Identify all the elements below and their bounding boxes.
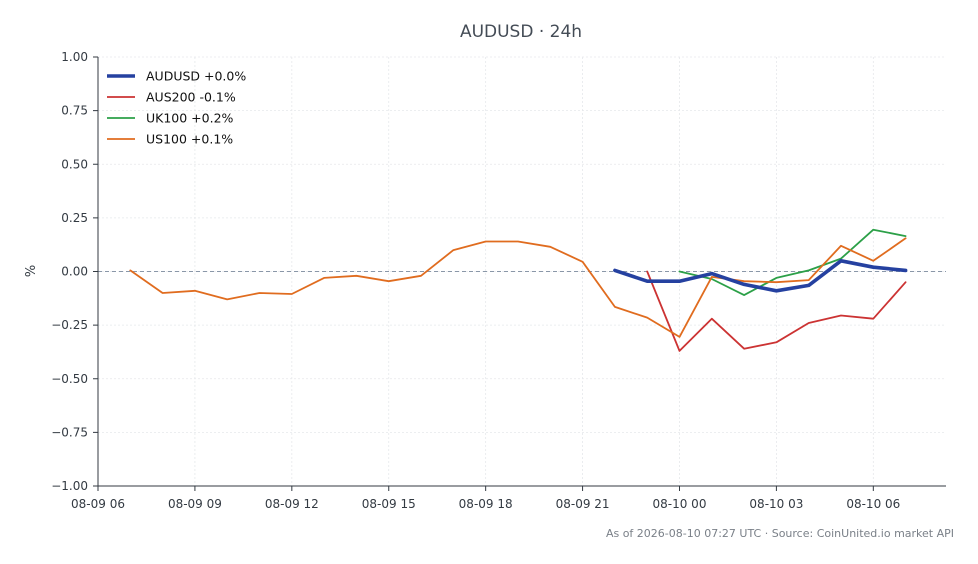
- series-line-1: [646, 270, 907, 352]
- x-tick-label-6: 08-10 00: [653, 497, 707, 511]
- footer-source-note: As of 2026-08-10 07:27 UTC · Source: Coi…: [606, 527, 954, 540]
- y-tick-label-4: 0.00: [61, 265, 88, 279]
- series-line-0: [613, 258, 908, 293]
- legend-label-0: AUDUSD +0.0%: [146, 69, 246, 84]
- legend: AUDUSD +0.0% AUS200 -0.1% UK100 +0.2% US100…: [107, 69, 246, 147]
- x-tick-label-5: 08-09 21: [556, 497, 610, 511]
- chart-title: AUDUSD · 24h: [460, 22, 582, 42]
- legend-label-3: US100 +0.1%: [146, 132, 233, 147]
- series-line-3: [129, 237, 907, 338]
- x-tick-label-2: 08-09 12: [265, 497, 319, 511]
- x-tick-label-0: 08-09 06: [71, 497, 125, 511]
- y-tick-label-6: −0.50: [51, 372, 88, 386]
- y-tick-label-2: 0.50: [61, 157, 88, 171]
- legend-label-2: UK100 +0.2%: [146, 111, 234, 126]
- x-tick-label-8: 08-10 06: [846, 497, 900, 511]
- y-tick-label-1: 0.75: [61, 104, 88, 118]
- x-tick-label-7: 08-10 03: [749, 497, 803, 511]
- y-axis-ticks: 1.00 0.75 0.50 0.25 0.00 −0.25 −0.50 −0.75 −1.00: [51, 50, 98, 493]
- series-line-2: [678, 228, 907, 297]
- y-tick-label-0: 1.00: [61, 50, 88, 64]
- y-tick-label-3: 0.25: [61, 211, 88, 225]
- series-layer: [129, 228, 908, 352]
- y-tick-label-8: −1.00: [51, 479, 88, 493]
- y-tick-label-7: −0.75: [51, 425, 88, 439]
- x-tick-label-3: 08-09 15: [362, 497, 416, 511]
- legend-label-1: AUS200 -0.1%: [146, 90, 236, 105]
- y-axis-label: %: [24, 265, 39, 277]
- x-tick-label-4: 08-09 18: [459, 497, 513, 511]
- x-axis-ticks: 08-09 06 08-09 09 08-09 12 08-09 15 08-09 18…: [71, 486, 900, 511]
- y-tick-label-5: −0.25: [51, 318, 88, 332]
- x-tick-label-1: 08-09 09: [168, 497, 222, 511]
